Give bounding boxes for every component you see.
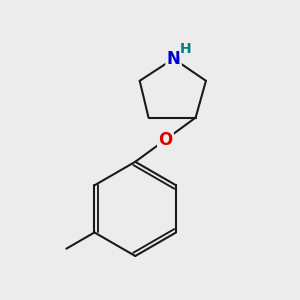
Text: H: H xyxy=(180,42,192,56)
Text: N: N xyxy=(167,50,181,68)
Text: O: O xyxy=(158,131,172,149)
